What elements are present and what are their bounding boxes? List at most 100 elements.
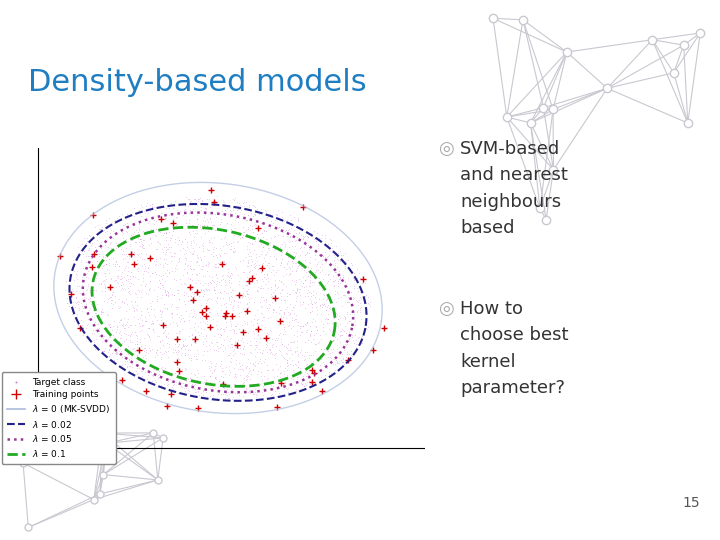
Point	[141, 303, 153, 312]
Point	[140, 316, 152, 325]
Point	[91, 256, 103, 265]
Point	[134, 234, 145, 243]
Point	[76, 299, 87, 308]
Point	[120, 346, 131, 355]
Point	[118, 247, 130, 255]
Point	[144, 277, 156, 286]
Point	[367, 346, 379, 355]
Point	[213, 376, 225, 385]
Point	[176, 237, 187, 245]
Point	[124, 253, 135, 262]
Point	[223, 366, 235, 374]
Point	[120, 220, 131, 228]
Point	[329, 249, 341, 258]
Point	[150, 217, 161, 225]
Point	[150, 348, 162, 356]
Point	[274, 347, 286, 355]
Point	[274, 243, 286, 252]
Point	[65, 292, 76, 301]
Point	[323, 319, 334, 327]
Point	[272, 333, 284, 342]
Point	[177, 271, 189, 279]
Point	[136, 254, 148, 263]
Point	[298, 381, 310, 390]
Point	[155, 364, 166, 373]
Point	[143, 343, 155, 352]
Point	[261, 295, 272, 304]
Point	[192, 388, 204, 396]
Point	[212, 192, 223, 201]
Point	[351, 296, 363, 305]
Point	[356, 279, 368, 287]
Point	[245, 248, 256, 256]
Point	[197, 314, 208, 323]
Point	[323, 343, 334, 352]
Point	[270, 253, 282, 262]
Point	[82, 281, 94, 290]
Point	[172, 342, 184, 350]
Point	[181, 249, 192, 258]
Point	[150, 316, 162, 325]
Point	[261, 248, 273, 256]
Point	[204, 357, 215, 366]
Point	[276, 247, 287, 256]
Point	[179, 201, 190, 210]
Point	[66, 309, 78, 318]
Point	[269, 294, 280, 303]
Point	[211, 274, 222, 282]
Point	[99, 276, 110, 285]
Point	[276, 340, 287, 348]
Point	[101, 260, 112, 269]
Point	[305, 322, 316, 330]
Point	[348, 281, 359, 290]
Point	[305, 327, 317, 336]
Point	[351, 306, 363, 315]
Point	[188, 381, 199, 389]
Point	[249, 388, 261, 396]
Point	[249, 210, 261, 219]
Point	[122, 276, 134, 285]
Point	[313, 234, 325, 243]
Point	[230, 215, 241, 224]
Point	[243, 268, 255, 276]
Point	[307, 291, 319, 299]
Point	[97, 308, 109, 317]
Point	[347, 294, 359, 303]
Point	[72, 313, 84, 322]
Point	[150, 225, 161, 233]
Point	[324, 367, 336, 376]
Point	[188, 246, 199, 255]
Point	[330, 309, 342, 318]
Point	[333, 321, 344, 330]
Point	[161, 348, 172, 356]
Point	[202, 279, 214, 288]
Point	[255, 367, 266, 376]
Point	[260, 275, 271, 284]
Point	[195, 286, 207, 294]
Text: SVM-based
and nearest
neighbours
based: SVM-based and nearest neighbours based	[460, 140, 568, 237]
Point	[309, 270, 320, 279]
Point	[181, 289, 192, 298]
Point	[351, 345, 363, 353]
Point	[209, 261, 220, 270]
Point	[265, 313, 276, 321]
Point	[117, 321, 129, 330]
Point	[198, 289, 210, 298]
Point	[110, 347, 122, 356]
Point	[219, 205, 230, 214]
Point	[252, 358, 264, 367]
Point	[230, 265, 241, 274]
Point	[137, 321, 148, 329]
Point	[192, 327, 204, 336]
Point	[182, 273, 194, 282]
Point	[96, 305, 108, 313]
Point	[136, 372, 148, 380]
Point	[241, 320, 253, 329]
Point	[171, 205, 182, 214]
Point	[242, 258, 253, 267]
Point	[238, 378, 250, 387]
Point	[294, 290, 306, 299]
Point	[114, 349, 125, 357]
Point	[217, 198, 229, 206]
Point	[276, 258, 287, 267]
